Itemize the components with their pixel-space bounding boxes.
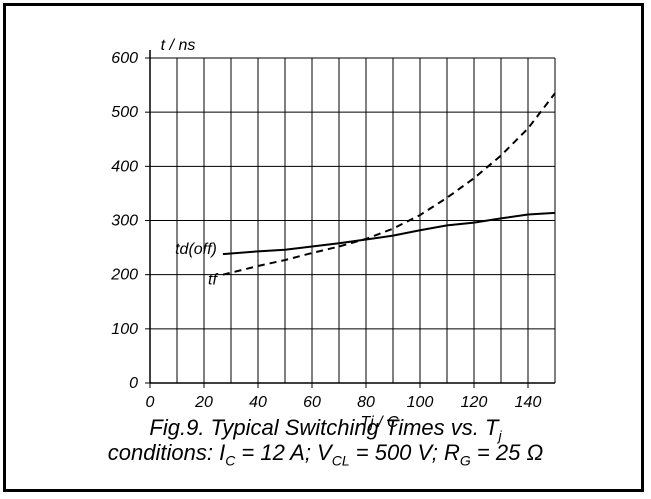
y-tick-label: 400 xyxy=(111,158,138,175)
y-tick-label: 600 xyxy=(111,50,138,67)
axis-ticks: 0 100 200 300 400 500 600 0 20 40 60 80 100 120 140 xyxy=(110,50,541,411)
x-tick-label: 40 xyxy=(249,394,267,411)
x-tick-label: 80 xyxy=(357,394,375,411)
series-line-tf xyxy=(222,92,556,276)
x-tick-label: 120 xyxy=(461,394,488,411)
figure-frame xyxy=(3,3,644,492)
x-tick-label: 0 xyxy=(146,394,155,411)
x-tick-label: 100 xyxy=(407,394,434,411)
x-tick-label: 60 xyxy=(303,394,321,411)
y-tick-label: 300 xyxy=(111,213,138,230)
series-label-tf: tf xyxy=(208,272,218,289)
x-axis-label: Tj / C xyxy=(360,414,399,431)
grid-lines xyxy=(149,50,556,384)
series-label-tdoff: td(off) xyxy=(175,241,217,258)
y-tick-label: 500 xyxy=(111,104,138,121)
series-line-tdoff xyxy=(222,211,556,256)
y-tick-label: 200 xyxy=(110,267,138,284)
series-lines xyxy=(222,92,556,276)
x-tick-label: 140 xyxy=(515,394,542,411)
labels: t / ns Tj / C td(off) tf xyxy=(161,37,399,431)
y-tick-label: 0 xyxy=(129,375,138,392)
y-axis-label: t / ns xyxy=(161,37,196,54)
y-tick-label: 100 xyxy=(111,321,138,338)
x-tick-label: 20 xyxy=(194,394,213,411)
figure-caption-title: Fig.9. Typical Switching Times vs. Tj xyxy=(149,415,502,444)
figure-caption-conditions: conditions: IC = 12 A; VCL = 500 V; RG =… xyxy=(107,440,544,469)
